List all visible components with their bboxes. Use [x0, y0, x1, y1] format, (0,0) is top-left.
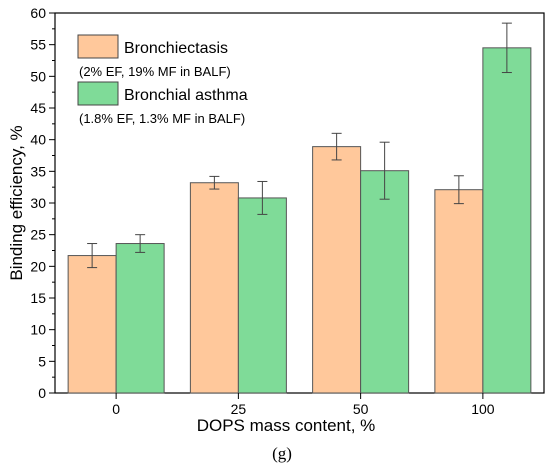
x-tick-label-0: 0: [112, 401, 120, 417]
legend-swatch-bronchial-asthma: [77, 81, 119, 106]
x-tick-label-25: 25: [231, 401, 247, 417]
legend-label-bronchial-asthma: Bronchial asthma: [124, 87, 248, 104]
y-tick-label-60: 60: [30, 5, 46, 21]
x-axis-title: DOPS mass content, %: [197, 416, 376, 435]
legend-note-bronchiectasis: (2% EF, 19% MF in BALF): [79, 64, 231, 79]
bar-bronchiectasis-50: [312, 146, 362, 394]
y-tick-label-0: 0: [38, 385, 46, 401]
x-tick-label-100: 100: [471, 401, 495, 417]
legend-note-bronchial-asthma: (1.8% EF, 1.3% MF in BALF): [79, 111, 245, 126]
error-bars-layer: [87, 22, 512, 269]
x-tick-label-50: 50: [353, 401, 369, 417]
legend: Bronchiectasis (2% EF, 19% MF in BALF) B…: [77, 34, 248, 126]
y-tick-label-45: 45: [30, 100, 46, 116]
legend-swatch-bronchiectasis: [77, 34, 119, 59]
bar-bronchiectasis-100: [434, 189, 484, 394]
y-tick-label-50: 50: [30, 68, 46, 84]
y-tick-label-55: 55: [30, 37, 46, 53]
bars-layer: [67, 47, 532, 394]
y-tick-label-20: 20: [30, 258, 46, 274]
y-tick-label-10: 10: [30, 322, 46, 338]
bar-bronchial-asthma-100: [482, 47, 532, 394]
y-tick-label-40: 40: [30, 132, 46, 148]
bar-bronchial-asthma-50: [360, 170, 410, 394]
bar-bronchiectasis-0: [67, 255, 117, 394]
y-axis: 0 5 10 15 20 25 30 35 40 45 50 55 60: [30, 5, 55, 401]
y-tick-label-35: 35: [30, 163, 46, 179]
bar-bronchiectasis-25: [189, 182, 239, 394]
figure-caption: (g): [272, 444, 292, 463]
y-tick-label-30: 30: [30, 195, 46, 211]
legend-label-bronchiectasis: Bronchiectasis: [124, 40, 228, 57]
bar-bronchial-asthma-25: [237, 197, 287, 394]
y-tick-label-5: 5: [38, 353, 46, 369]
bar-bronchial-asthma-0: [115, 243, 165, 394]
y-tick-label-25: 25: [30, 227, 46, 243]
y-tick-label-15: 15: [30, 290, 46, 306]
x-axis: 0 25 50 100: [112, 393, 495, 417]
y-axis-title: Binding efficiency, %: [7, 125, 26, 280]
